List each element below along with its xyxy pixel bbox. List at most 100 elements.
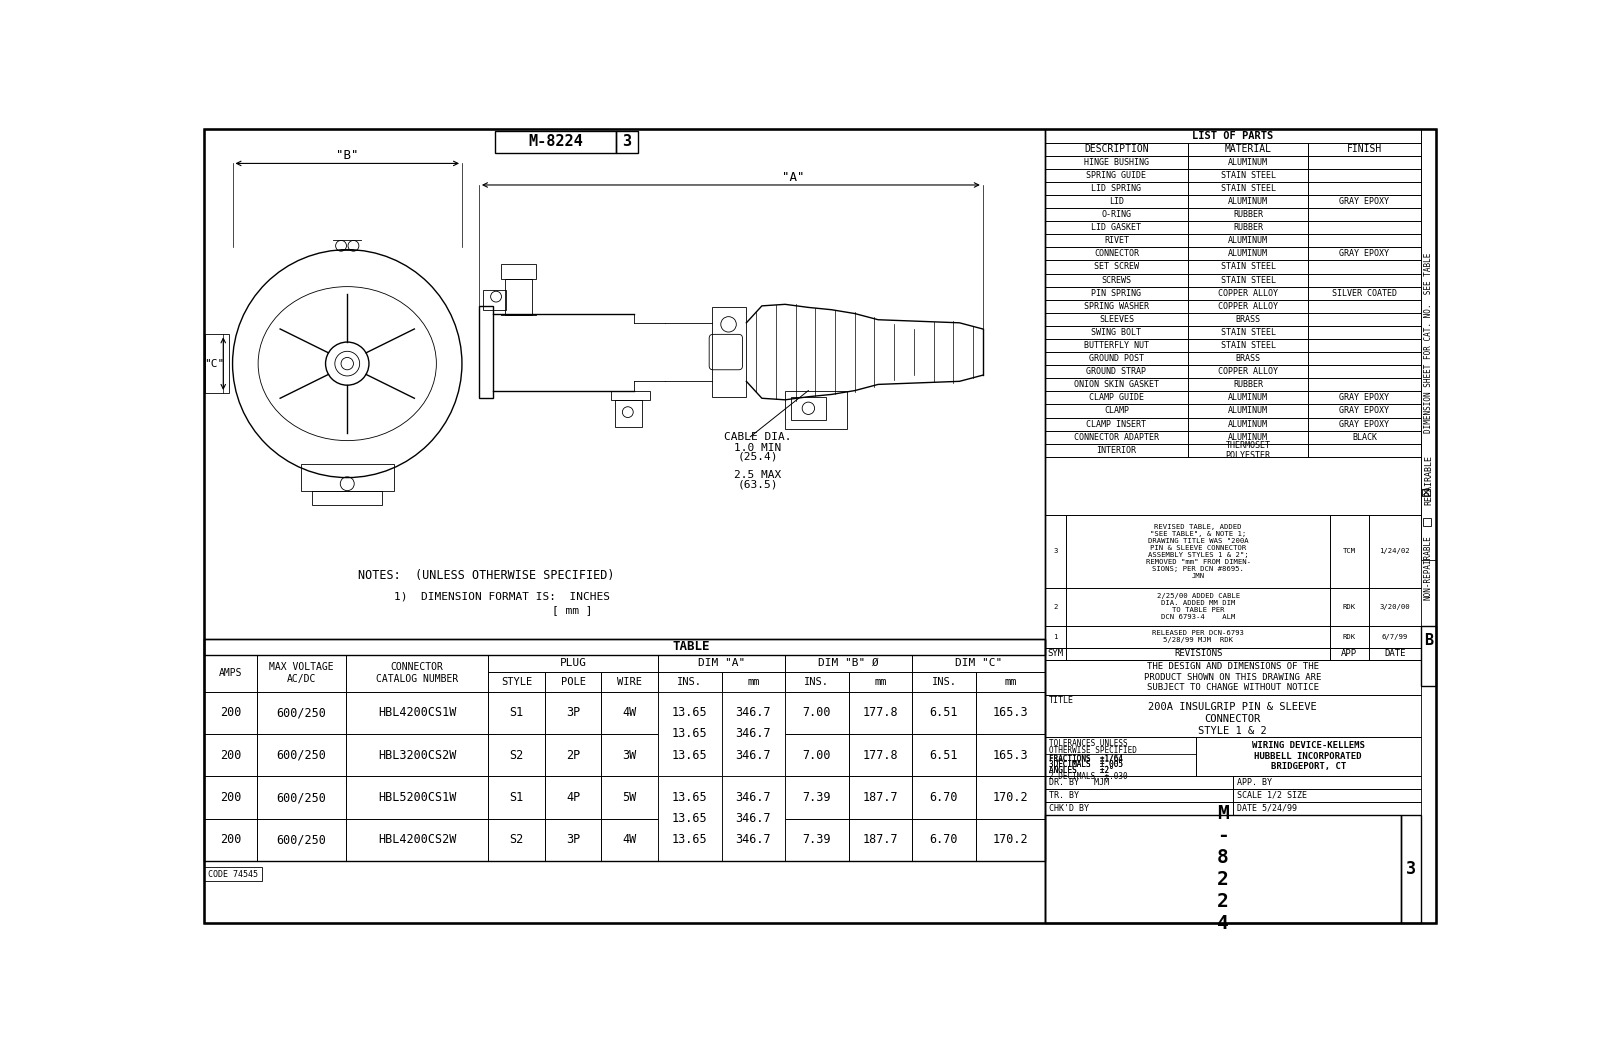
Bar bbox=[1045, 648, 1067, 660]
Bar bbox=[1309, 326, 1421, 339]
Text: 7.39: 7.39 bbox=[803, 791, 830, 804]
Text: DIM "A": DIM "A" bbox=[698, 658, 746, 668]
Bar bbox=[1309, 195, 1421, 208]
Bar bbox=[1045, 789, 1232, 802]
Bar bbox=[792, 397, 826, 420]
Bar bbox=[1189, 234, 1309, 248]
Bar bbox=[722, 734, 786, 777]
Bar bbox=[1045, 129, 1437, 922]
Bar bbox=[1422, 488, 1430, 497]
Text: 200: 200 bbox=[219, 706, 242, 719]
Bar bbox=[258, 818, 346, 861]
Text: 1.0 MIN: 1.0 MIN bbox=[734, 442, 782, 453]
Bar bbox=[1189, 300, 1309, 312]
Bar bbox=[1309, 156, 1421, 169]
Bar bbox=[658, 734, 722, 777]
Bar bbox=[912, 655, 1045, 671]
Bar bbox=[602, 777, 658, 818]
Bar bbox=[1045, 169, 1189, 182]
Bar bbox=[658, 777, 722, 818]
Bar bbox=[312, 490, 382, 505]
Bar bbox=[912, 671, 976, 691]
Text: ANGLES     ±2°: ANGLES ±2° bbox=[1048, 766, 1114, 775]
Text: 200A INSULGRIP PIN & SLEEVE
CONNECTOR
STYLE 1 & 2: 200A INSULGRIP PIN & SLEEVE CONNECTOR ST… bbox=[1149, 703, 1317, 736]
Bar bbox=[976, 734, 1045, 777]
Bar bbox=[488, 818, 546, 861]
Text: M-8224: M-8224 bbox=[528, 134, 582, 149]
Text: 170.2: 170.2 bbox=[992, 791, 1029, 804]
Bar bbox=[1421, 627, 1437, 686]
Text: 600/250: 600/250 bbox=[277, 791, 326, 804]
Bar bbox=[1309, 391, 1421, 405]
Text: NOTES:  (UNLESS OTHERWISE SPECIFIED): NOTES: (UNLESS OTHERWISE SPECIFIED) bbox=[358, 568, 614, 582]
Text: 3W: 3W bbox=[622, 748, 637, 762]
Text: LID GASKET: LID GASKET bbox=[1091, 223, 1141, 232]
Text: DATE 5/24/99: DATE 5/24/99 bbox=[1237, 804, 1296, 813]
Text: SYM: SYM bbox=[1048, 650, 1064, 658]
Bar bbox=[1309, 405, 1421, 417]
Text: mm: mm bbox=[874, 677, 886, 687]
Bar bbox=[1189, 208, 1309, 221]
Bar bbox=[1189, 378, 1309, 391]
Text: 170.2: 170.2 bbox=[992, 834, 1029, 846]
Text: ALUMINUM: ALUMINUM bbox=[1229, 433, 1269, 441]
Bar bbox=[602, 818, 658, 861]
Text: SWING BOLT: SWING BOLT bbox=[1091, 328, 1141, 337]
Text: APP. BY: APP. BY bbox=[1237, 778, 1272, 787]
Text: 187.7: 187.7 bbox=[862, 791, 898, 804]
Text: 3: 3 bbox=[622, 134, 632, 149]
Bar bbox=[1309, 378, 1421, 391]
Bar bbox=[1330, 588, 1368, 627]
Text: mm: mm bbox=[747, 677, 760, 687]
Text: 2P: 2P bbox=[566, 748, 581, 762]
Text: 6.51: 6.51 bbox=[930, 748, 958, 762]
Text: ALUMINUM: ALUMINUM bbox=[1229, 236, 1269, 246]
Text: GROUND STRAP: GROUND STRAP bbox=[1086, 367, 1147, 376]
Bar bbox=[546, 671, 602, 691]
Text: 13.65: 13.65 bbox=[672, 706, 707, 719]
Bar bbox=[546, 777, 602, 818]
Text: TOLERANCES UNLESS: TOLERANCES UNLESS bbox=[1048, 739, 1128, 747]
Bar bbox=[1309, 182, 1421, 195]
Text: 346.7: 346.7 bbox=[736, 748, 771, 762]
Bar bbox=[1045, 627, 1067, 648]
Bar bbox=[1045, 182, 1189, 195]
Text: 4W: 4W bbox=[622, 706, 637, 719]
Text: LID: LID bbox=[1109, 197, 1123, 206]
Bar bbox=[1189, 339, 1309, 352]
Text: 1)  DIMENSION FORMAT IS:  INCHES: 1) DIMENSION FORMAT IS: INCHES bbox=[394, 592, 610, 602]
Bar bbox=[488, 655, 658, 671]
Text: S2: S2 bbox=[509, 834, 523, 846]
Text: STAIN STEEL: STAIN STEEL bbox=[1221, 184, 1275, 193]
Bar bbox=[1045, 431, 1189, 443]
Bar bbox=[1045, 195, 1189, 208]
Text: CABLE DIA.: CABLE DIA. bbox=[725, 432, 792, 441]
Bar bbox=[258, 734, 346, 777]
Bar bbox=[1045, 802, 1232, 815]
Text: 7.00: 7.00 bbox=[803, 748, 830, 762]
Bar bbox=[1045, 391, 1189, 405]
Text: THE DESIGN AND DIMENSIONS OF THE
PRODUCT SHOWN ON THIS DRAWING ARE
SUBJECT TO CH: THE DESIGN AND DIMENSIONS OF THE PRODUCT… bbox=[1144, 662, 1322, 692]
Text: TITLE: TITLE bbox=[1048, 695, 1074, 705]
Text: RIVET: RIVET bbox=[1104, 236, 1130, 246]
Text: FINISH: FINISH bbox=[1347, 144, 1382, 154]
Text: CLAMP: CLAMP bbox=[1104, 406, 1130, 415]
Text: GRAY EPOXY: GRAY EPOXY bbox=[1339, 197, 1389, 206]
Bar bbox=[1045, 208, 1189, 221]
Text: 187.7: 187.7 bbox=[862, 834, 898, 846]
Bar bbox=[976, 691, 1045, 734]
Text: 3DECIMALS  ±.005: 3DECIMALS ±.005 bbox=[1048, 760, 1123, 768]
Text: POLE: POLE bbox=[560, 677, 586, 687]
Text: SLEEVES: SLEEVES bbox=[1099, 314, 1134, 324]
Text: 346.7: 346.7 bbox=[736, 812, 771, 826]
Text: 7.39: 7.39 bbox=[803, 834, 830, 846]
Text: DR. BY   MJM: DR. BY MJM bbox=[1048, 778, 1109, 787]
Text: 6/7/99: 6/7/99 bbox=[1381, 634, 1408, 640]
Text: 346.7: 346.7 bbox=[736, 791, 771, 804]
Text: BRASS: BRASS bbox=[1235, 354, 1261, 363]
Text: HBL4200CS2W: HBL4200CS2W bbox=[378, 834, 456, 846]
Bar bbox=[546, 818, 602, 861]
Text: COPPER ALLOY: COPPER ALLOY bbox=[1218, 288, 1278, 298]
Bar bbox=[1189, 365, 1309, 378]
Bar bbox=[346, 777, 488, 818]
